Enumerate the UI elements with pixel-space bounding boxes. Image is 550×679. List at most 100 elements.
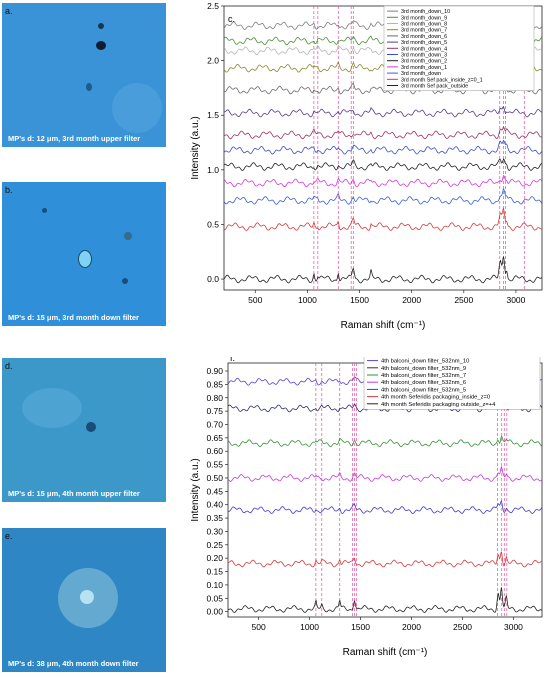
y-tick-label: 0.55 (206, 460, 223, 470)
micro-panel-b: b. MP's d: 15 μm, 3rd month down filter (2, 182, 166, 326)
y-tick-label: 1.0 (207, 165, 219, 175)
y-axis-label: Intensity (a.u.) (190, 116, 201, 179)
legend-entry: 3rd month_down_7 (401, 28, 447, 34)
panel-caption: MP's d: 12 μm, 3rd month upper filter (8, 134, 141, 143)
series-line (223, 187, 543, 205)
legend-entry: 3rd month_down_8 (401, 22, 447, 28)
series-line (223, 106, 542, 118)
panel-caption: MP's d: 15 μm, 3rd month down filter (8, 313, 139, 322)
panel-letter: b. (5, 185, 13, 195)
particle-dot (124, 232, 132, 240)
particle-dot (122, 278, 128, 284)
legend-entry: 4th balconi_down filter_532nm_7 (381, 373, 466, 379)
y-tick-label: 0.10 (206, 580, 223, 590)
y-tick-label: 1.5 (207, 110, 219, 120)
x-tick-label: 500 (251, 622, 265, 632)
panel-letter: d. (5, 361, 13, 371)
y-tick-label: 0.50 (206, 473, 223, 483)
y-axis-label: Intensity (a.u.) (190, 458, 201, 521)
y-tick-label: 0.65 (206, 433, 223, 443)
y-tick-label: 2.0 (207, 56, 219, 66)
legend-entry: 3rd month_down_3 (401, 53, 447, 59)
y-tick-label: 0.70 (206, 419, 223, 429)
y-tick-label: 0.80 (206, 393, 223, 403)
series-line (227, 435, 543, 448)
series-line (224, 207, 542, 231)
particle-dot (80, 590, 94, 604)
legend-entry: 3rd month Sef pack_inside_z=0_1 (401, 77, 483, 83)
series-line (223, 158, 543, 171)
series-line (223, 174, 543, 188)
panel-caption: MP's d: 15 μm, 4th month upper filter (8, 489, 140, 498)
legend-entry: 3rd month_down_6 (401, 34, 447, 40)
y-tick-label: 0.45 (206, 486, 223, 496)
particle-dot (78, 250, 92, 268)
y-tick-label: 0.0 (207, 274, 219, 284)
x-axis-label: Raman shift (cm⁻¹) (341, 320, 426, 331)
legend-entry: 3rd month Sef pack_outside (401, 84, 468, 90)
x-tick-label: 3000 (506, 295, 525, 305)
series-line (227, 587, 543, 613)
x-tick-label: 1500 (351, 622, 370, 632)
micro-panel-e: e. MP's d: 38 μm, 4th month down filter (2, 528, 166, 672)
legend-entry: 3rd month_down_2 (401, 59, 447, 65)
legend-entry: 4th balconi_down filter_532nm_9 (381, 366, 466, 372)
legend-entry: 3rd month_down_1 (401, 65, 447, 71)
y-tick-label: 0.00 (206, 607, 223, 617)
particle-haze (112, 83, 162, 133)
particle-dot (86, 83, 92, 91)
legend-entry: 4th month Seferidis packaging_inside_z=0 (381, 395, 490, 401)
particle-dot (96, 41, 106, 50)
panel-letter: a. (5, 6, 13, 16)
x-axis-label: Raman shift (cm⁻¹) (343, 647, 428, 658)
x-tick-label: 3000 (504, 622, 523, 632)
micro-panel-a: a. MP's d: 12 μm, 3rd month upper filter (2, 3, 166, 147)
y-tick-label: 0.25 (206, 540, 223, 550)
particle-dot (98, 23, 104, 29)
y-tick-label: 0.35 (206, 513, 223, 523)
legend-entry: 4th balconi_down filter_532nm_5 (381, 387, 466, 393)
y-tick-label: 0.85 (206, 379, 223, 389)
x-tick-label: 1000 (300, 622, 319, 632)
particle-dot (86, 422, 96, 432)
x-tick-label: 2000 (402, 295, 421, 305)
x-tick-label: 2500 (453, 622, 472, 632)
series-line (223, 139, 543, 155)
y-tick-label: 0.90 (206, 366, 223, 376)
micro-panel-d: d. MP's d: 15 μm, 4th month upper filter (2, 358, 166, 502)
legend-entry: 3rd month_down (401, 71, 441, 77)
series-line (227, 500, 543, 514)
y-tick-label: 0.20 (206, 553, 223, 563)
legend-box (383, 5, 535, 91)
legend-entry: 4th month Seferidis packaging outside_z=… (381, 402, 496, 408)
y-tick-label: 0.75 (206, 406, 223, 416)
x-tick-label: 1000 (298, 295, 317, 305)
x-tick-label: 2000 (402, 622, 421, 632)
y-tick-label: 0.40 (206, 500, 223, 510)
series-line (227, 465, 543, 482)
legend-entry: 4th balconi_down filter_532nm_6 (381, 380, 466, 386)
panel-caption: MP's d: 38 μm, 4th month down filter (8, 659, 139, 668)
legend-entry: 3rd month_down_4 (401, 46, 447, 52)
legend-entry: 3rd month_down_9 (401, 15, 447, 21)
series-line (223, 126, 542, 140)
series-line (223, 256, 543, 284)
y-tick-label: 0.60 (206, 446, 223, 456)
y-tick-label: 0.30 (206, 526, 223, 536)
particle-dot (42, 208, 47, 213)
panel-label: f. (230, 357, 235, 363)
y-tick-label: 2.5 (207, 2, 219, 11)
legend-box (363, 357, 541, 410)
y-tick-label: 0.5 (207, 219, 219, 229)
raman-chart-c: 0.0 0.5 1.0 1.5 2.0 2.5 500 1000 1500 2000 2500 30… (190, 2, 543, 331)
panel-label: c. (228, 14, 235, 24)
panel-letter: e. (5, 531, 13, 541)
series-line (227, 551, 542, 568)
raman-chart-f: 0.00 0.05 0.10 0.15 0.20 0.25 0.30 0.35 0.40 0.45… (190, 357, 543, 658)
x-tick-label: 500 (248, 295, 262, 305)
legend-entry: 3rd month_down_5 (401, 40, 447, 46)
x-tick-label: 1500 (350, 295, 369, 305)
y-tick-label: 0.05 (206, 593, 223, 603)
y-tick-label: 0.15 (206, 567, 223, 577)
legend-entry: 3rd month_down_10 (401, 9, 450, 15)
